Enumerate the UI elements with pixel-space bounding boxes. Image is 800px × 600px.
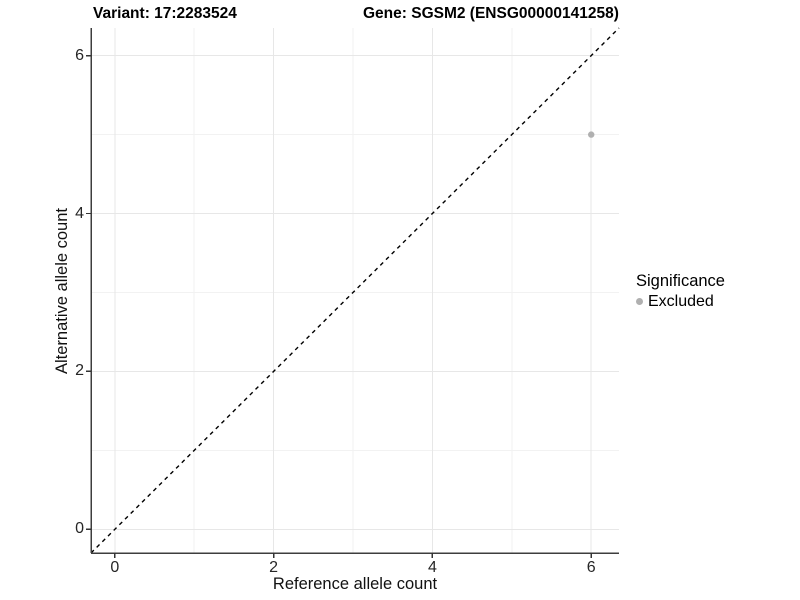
legend-title: Significance [636,272,725,290]
plot-title-gene: Gene: SGSM2 (ENSG00000141258) [363,5,619,22]
legend-item-label: Excluded [648,292,714,310]
legend-items: Excluded [636,293,725,310]
grid-major [91,28,619,553]
identity-line [90,27,620,554]
legend-item: Excluded [636,293,725,310]
grid-minor [91,28,619,553]
axis-lines [90,28,619,554]
x-tick-label: 0 [110,559,120,576]
x-tick-label: 6 [586,559,596,576]
data-point [588,131,595,138]
y-tick-label: 4 [75,204,84,222]
y-tick-label: 0 [75,520,84,538]
axis-ticks [86,54,592,558]
legend: Significance Excluded [636,272,725,310]
x-tick-label: 2 [269,559,279,576]
y-tick-label: 6 [75,46,84,64]
x-tick-label: 4 [427,559,437,576]
y-axis-title: Alternative allele count [53,208,71,375]
legend-point-icon [636,298,643,305]
x-axis-title: Reference allele count [272,575,438,593]
y-tick-label: 2 [75,362,84,380]
plot-title-variant: Variant: 17:2283524 [93,5,237,22]
